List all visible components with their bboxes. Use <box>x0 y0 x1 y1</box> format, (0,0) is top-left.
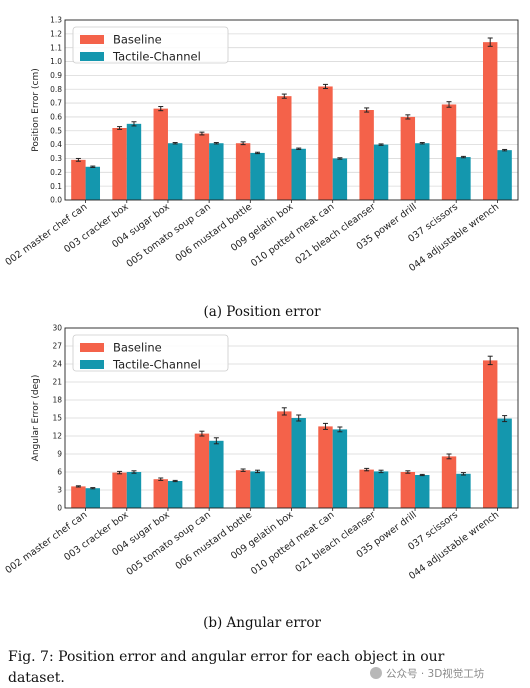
bar-baseline <box>194 433 210 508</box>
bar-tactile-channel <box>497 150 512 200</box>
bar-baseline <box>359 469 374 508</box>
bar-tactile-channel <box>456 157 471 200</box>
y-tick-label: 6 <box>57 468 62 477</box>
bar-tactile-channel <box>167 481 183 508</box>
bar-baseline <box>153 108 168 200</box>
y-tick-label: 0.0 <box>50 196 62 205</box>
x-tick-label: 002 master chef can <box>3 510 89 577</box>
y-tick-label: 0.4 <box>50 140 62 149</box>
bar-tactile-channel <box>126 472 142 508</box>
caption-a: (a) Position error <box>203 304 321 320</box>
y-tick-label: 9 <box>57 450 62 459</box>
bar-baseline <box>400 116 416 200</box>
bar-tactile-channel <box>167 143 183 200</box>
legend-swatch <box>80 360 104 369</box>
bar-baseline <box>71 159 86 200</box>
bar-tactile-channel <box>209 440 224 508</box>
bar-baseline <box>318 86 333 200</box>
x-tick-label: 021 bleach cleanser <box>293 201 377 266</box>
y-tick-label: 21 <box>52 378 62 387</box>
bar-tactile-channel <box>373 144 389 200</box>
y-tick-label: 0.3 <box>50 154 62 163</box>
x-tick-label: 006 mustard bottle <box>174 201 255 264</box>
y-tick-label: 3 <box>57 486 62 495</box>
bar-baseline <box>112 472 127 508</box>
legend-box <box>72 26 229 64</box>
figure-caption-line2: dataset. <box>8 670 65 686</box>
bar-baseline <box>441 104 457 200</box>
legend-swatch <box>80 35 104 44</box>
bar-baseline <box>482 360 498 508</box>
bar-baseline <box>277 411 292 508</box>
wechat-icon <box>370 667 382 679</box>
bar-tactile-channel <box>209 143 224 200</box>
x-tick-label: 021 bleach cleanser <box>293 509 377 574</box>
bar-baseline <box>482 42 498 201</box>
bar-tactile-channel <box>415 143 430 200</box>
y-tick-label: 0.7 <box>50 99 62 108</box>
y-tick-label: 27 <box>52 342 62 351</box>
bar-baseline <box>400 472 416 508</box>
bar-tactile-channel <box>291 148 306 200</box>
bar-tactile-channel <box>250 152 265 200</box>
y-tick-label: 0 <box>57 504 62 513</box>
y-tick-label: 12 <box>52 432 62 441</box>
y-tick-label: 0.9 <box>50 71 62 80</box>
bar-tactile-channel <box>332 158 348 200</box>
bar-baseline <box>235 470 251 508</box>
y-tick-label: 1.0 <box>50 57 62 66</box>
y-tick-label: 1.3 <box>50 16 62 25</box>
y-tick-label: 15 <box>52 414 62 423</box>
y-tick-label: 24 <box>52 360 62 369</box>
bar-baseline <box>112 128 127 200</box>
legend-label: Tactile-Channel <box>112 358 201 372</box>
legend-swatch <box>80 52 104 61</box>
watermark: 公众号 · 3D视觉工坊 <box>370 667 485 680</box>
legend-label: Baseline <box>113 33 162 47</box>
bar-tactile-channel <box>456 473 471 508</box>
y-tick-label: 30 <box>52 324 62 333</box>
y-tick-label: 1.2 <box>50 29 62 38</box>
bar-baseline <box>194 133 210 200</box>
x-tick-label: 002 master chef can <box>3 202 89 269</box>
x-tick-label: 006 mustard bottle <box>174 509 255 572</box>
figure-caption-line1: Fig. 7: Position error and angular error… <box>8 649 445 665</box>
y-axis-label: Angular Error (deg) <box>31 375 41 462</box>
bar-baseline <box>153 479 168 508</box>
bar-tactile-channel <box>373 471 389 508</box>
bar-tactile-channel <box>332 429 348 508</box>
bar-tactile-channel <box>250 471 265 508</box>
y-tick-label: 0.1 <box>50 182 62 191</box>
legend-swatch <box>80 343 104 352</box>
legend-label: Tactile-Channel <box>112 50 201 64</box>
bar-tactile-channel <box>126 123 142 200</box>
y-tick-label: 1.1 <box>50 43 62 52</box>
bar-baseline <box>318 426 333 508</box>
y-tick-label: 0.6 <box>50 113 62 122</box>
bar-baseline <box>277 96 292 200</box>
legend-label: Baseline <box>113 341 162 355</box>
bar-tactile-channel <box>291 418 306 508</box>
y-tick-label: 0.5 <box>50 126 62 135</box>
bar-baseline <box>235 143 251 200</box>
chart-position-error: 0.0 0.1 0.2 0.3 0.4 0.5 0.6 0.7 0.8 0.9 1.0 1.1 1.2 1… <box>3 16 519 274</box>
bar-baseline <box>441 456 457 508</box>
y-axis-label: Position Error (cm) <box>31 68 41 151</box>
bar-tactile-channel <box>85 166 101 200</box>
bar-tactile-channel <box>85 488 101 508</box>
watermark-text: 公众号 · 3D视觉工坊 <box>386 667 485 680</box>
legend-box <box>72 334 229 372</box>
bar-tactile-channel <box>415 475 430 508</box>
legend: Baseline Tactile-Channel <box>72 26 229 64</box>
bar-baseline <box>359 110 374 200</box>
y-tick-label: 18 <box>52 396 62 405</box>
y-tick-label: 0.8 <box>50 85 62 94</box>
bar-tactile-channel <box>497 418 512 508</box>
y-tick-label: 0.2 <box>50 168 62 177</box>
caption-b: (b) Angular error <box>203 615 321 631</box>
legend: Baseline Tactile-Channel <box>72 334 229 372</box>
bar-baseline <box>71 486 86 508</box>
